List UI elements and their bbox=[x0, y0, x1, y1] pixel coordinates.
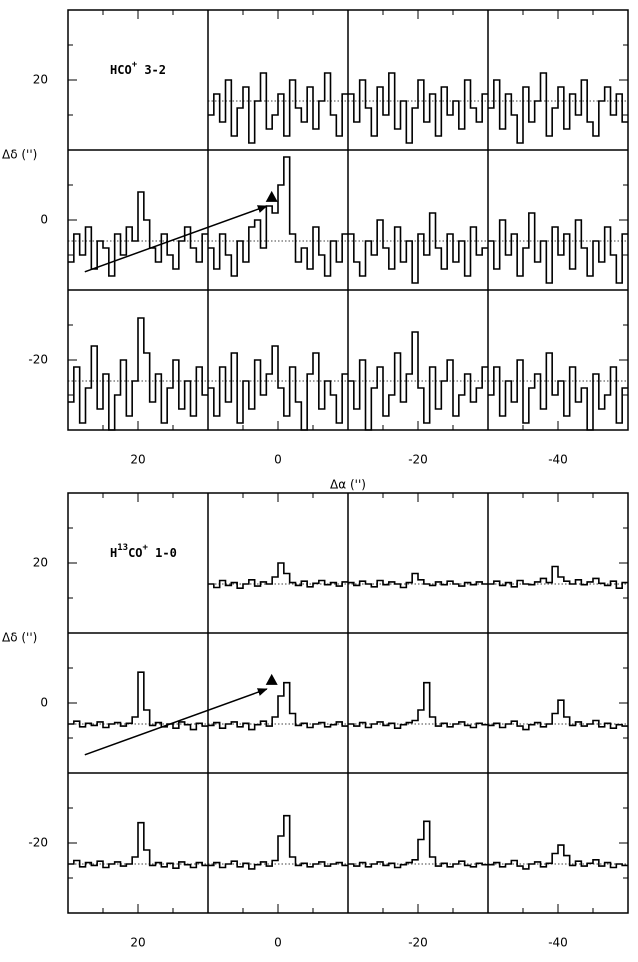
y-tick-label: -20 bbox=[28, 353, 48, 367]
spectrum bbox=[68, 191, 208, 277]
spectrum bbox=[68, 671, 208, 731]
x-tick-label: -20 bbox=[408, 936, 428, 950]
spectrum bbox=[348, 72, 488, 144]
spectrum bbox=[488, 72, 628, 144]
y-tick-label: 20 bbox=[33, 73, 48, 87]
label-part: 3-2 bbox=[137, 63, 166, 77]
spectrum bbox=[348, 820, 488, 869]
label-part: + bbox=[143, 543, 149, 553]
spectrum bbox=[208, 814, 348, 870]
x-tick-label: 0 bbox=[274, 936, 282, 950]
y-tick-label: 0 bbox=[40, 696, 48, 710]
spectrum bbox=[208, 156, 348, 277]
label-part: 1-0 bbox=[148, 546, 177, 560]
x-tick-label: -40 bbox=[548, 453, 568, 467]
label-part: + bbox=[132, 60, 138, 70]
direction-arrow bbox=[84, 688, 268, 756]
x-tick-label: -40 bbox=[548, 936, 568, 950]
label-part: 13 bbox=[117, 543, 128, 553]
direction-arrow bbox=[84, 205, 268, 273]
y-tick-label: 0 bbox=[40, 213, 48, 227]
spectrum bbox=[488, 565, 628, 589]
x-tick-label: 20 bbox=[130, 936, 145, 950]
source-marker bbox=[265, 190, 278, 202]
spectrum bbox=[348, 212, 488, 284]
y-tick-label: 20 bbox=[33, 556, 48, 570]
spectrum bbox=[208, 72, 348, 144]
spectrum bbox=[208, 562, 348, 589]
y-tick-label: -20 bbox=[28, 836, 48, 850]
source-marker bbox=[265, 673, 278, 685]
y-axis-title: Δδ ('') bbox=[2, 148, 37, 162]
x-tick-label: -20 bbox=[408, 453, 428, 467]
line-label: HCO+ 3-2 bbox=[110, 60, 166, 77]
spectrum bbox=[348, 331, 488, 431]
spectrum bbox=[68, 821, 208, 869]
y-axis-title: Δδ ('') bbox=[2, 631, 37, 645]
spectrum bbox=[488, 352, 628, 431]
label-part: HCO bbox=[110, 63, 132, 77]
label-part: CO bbox=[128, 546, 142, 560]
x-axis-title: Δα ('') bbox=[330, 478, 366, 492]
spectrum bbox=[488, 844, 628, 870]
x-tick-label: 0 bbox=[274, 453, 282, 467]
spectrum bbox=[488, 699, 628, 731]
spectrum bbox=[348, 681, 488, 729]
spectrum bbox=[348, 572, 488, 589]
spectrum bbox=[488, 212, 628, 284]
spectrum bbox=[208, 345, 348, 431]
spectrum bbox=[208, 681, 348, 731]
line-label: H13CO+ 1-0 bbox=[110, 543, 177, 560]
spectrum bbox=[68, 317, 208, 431]
x-tick-label: 20 bbox=[130, 453, 145, 467]
x-axis-title: Δα ('') bbox=[330, 961, 366, 962]
label-part: H bbox=[110, 546, 117, 560]
